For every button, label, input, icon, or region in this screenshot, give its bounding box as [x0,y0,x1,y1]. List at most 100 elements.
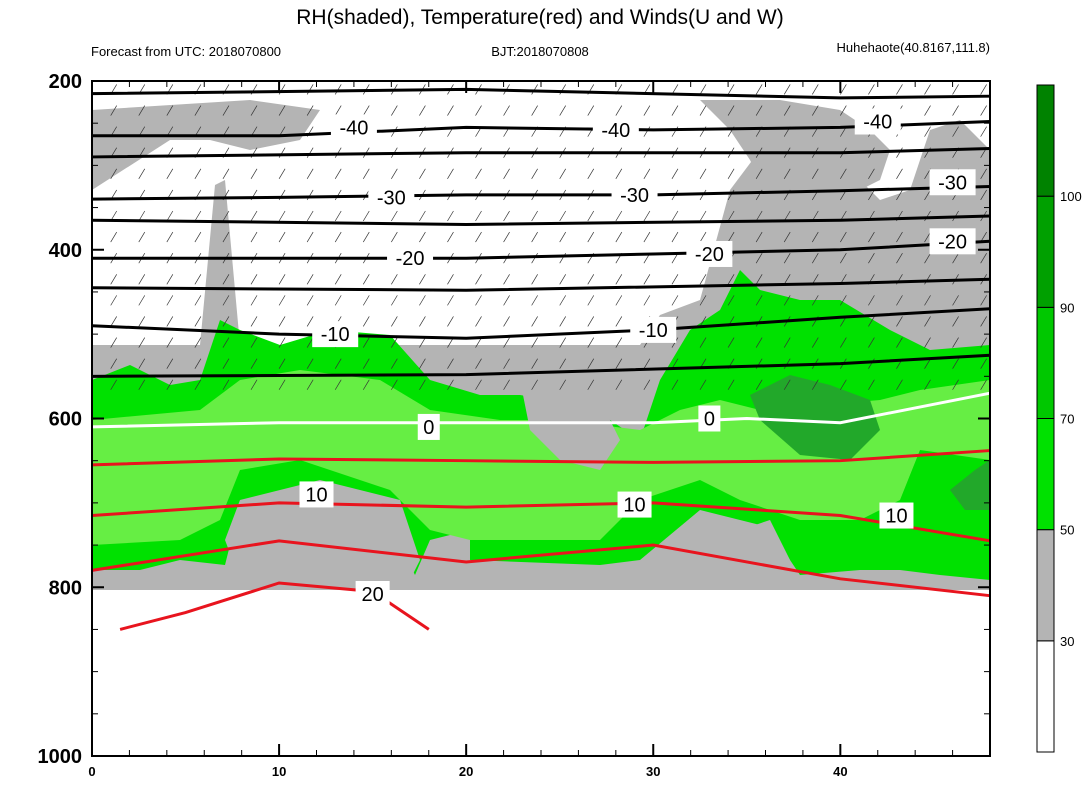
wind-barb [334,189,342,201]
wind-barb [250,105,258,116]
wind-barb [503,105,510,116]
wind-barb [587,295,595,306]
wind-barb [587,168,595,179]
wind-barb [419,105,426,116]
isotherm-line [91,449,991,467]
wind-barb [222,379,230,390]
wind-barb [699,379,707,390]
wind-barb [531,105,538,116]
wind-barb [362,274,370,285]
wind-barb [531,316,538,327]
wind-barb [531,231,538,243]
wind-barb [896,337,903,348]
wind-barb [868,295,875,306]
wind-barb [811,337,819,348]
wind-barb [615,168,623,179]
wind-barb [306,84,314,95]
wind-barb [110,295,118,306]
wind-barb [615,337,623,348]
wind-barb [699,316,707,327]
wind-barb [194,316,202,327]
wind-barb [362,295,370,306]
wind-barb [924,337,931,348]
wind-barb [980,316,987,327]
wind-barb [783,295,791,306]
wind-barb [166,337,174,348]
wind-barb [559,316,567,327]
isotherm-label-bg [330,114,377,141]
colorbar-swatch [1036,418,1055,531]
wind-barb [222,316,230,327]
wind-barb [727,379,735,390]
isotherm-label-bg [312,321,359,348]
wind-barb [671,231,679,243]
wind-barb [840,295,847,306]
wind-barb [447,168,454,179]
wind-barb [699,295,707,306]
wind-barb [503,168,510,179]
wind-barb [138,316,146,327]
isotherm-label: -10 [639,320,668,342]
wind-barb [755,210,763,222]
wind-barb [587,379,595,390]
isotherm-label: -40 [339,117,368,139]
wind-barb [531,274,538,285]
wind-barb [503,337,510,348]
wind-barb [222,274,230,285]
wind-barb [166,316,174,327]
wind-barb [419,337,426,348]
wind-barb [783,168,791,179]
wind-barb [222,210,230,222]
wind-barb [194,358,202,369]
wind-barb [868,253,875,264]
wind-barb [391,379,398,390]
wind-barb [924,210,931,222]
wind-barb [840,253,847,264]
wind-barb [643,295,651,306]
wind-barb [447,231,454,243]
wind-barb [811,379,819,390]
wind-barb [587,316,595,327]
y-tick-label: 400 [49,240,82,262]
wind-barb [840,168,847,179]
wind-barb [783,210,791,222]
isotherm-label: -20 [695,244,724,266]
wind-barb [306,358,314,369]
left-subtitle: Forecast from UTC: 2018070800 [91,44,281,59]
wind-barb [475,274,482,285]
wind-barb [924,274,931,285]
wind-barb [334,105,342,116]
wind-barb [952,295,959,306]
wind-barb [531,295,538,306]
wind-barb [110,168,118,179]
wind-barb [194,337,202,348]
wind-barb [980,337,987,348]
isotherm-label: -20 [396,248,425,270]
wind-barb [615,210,623,222]
wind-barb [840,379,847,390]
wind-barb [755,337,763,348]
wind-barb [868,316,875,327]
wind-barb [138,295,146,306]
x-tick-label: 40 [833,764,847,779]
wind-barb [924,295,931,306]
wind-barb [896,379,903,390]
wind-barb [334,295,342,306]
wind-barb [278,168,286,179]
isotherm-label-bg [929,228,976,255]
wind-barb [138,168,146,179]
wind-barb [391,274,398,285]
wind-barb [587,105,595,116]
wind-barb [559,379,567,390]
temperature-label: 10 [305,484,327,506]
wind-barb [278,105,286,116]
x-tick-label: 10 [272,764,286,779]
wind-barb [334,274,342,285]
wind-barb [980,253,987,264]
wind-barb [278,358,286,369]
wind-barb [868,84,875,95]
isotherm-line [91,539,991,598]
wind-barb [110,337,118,348]
wind-barb [391,358,398,369]
